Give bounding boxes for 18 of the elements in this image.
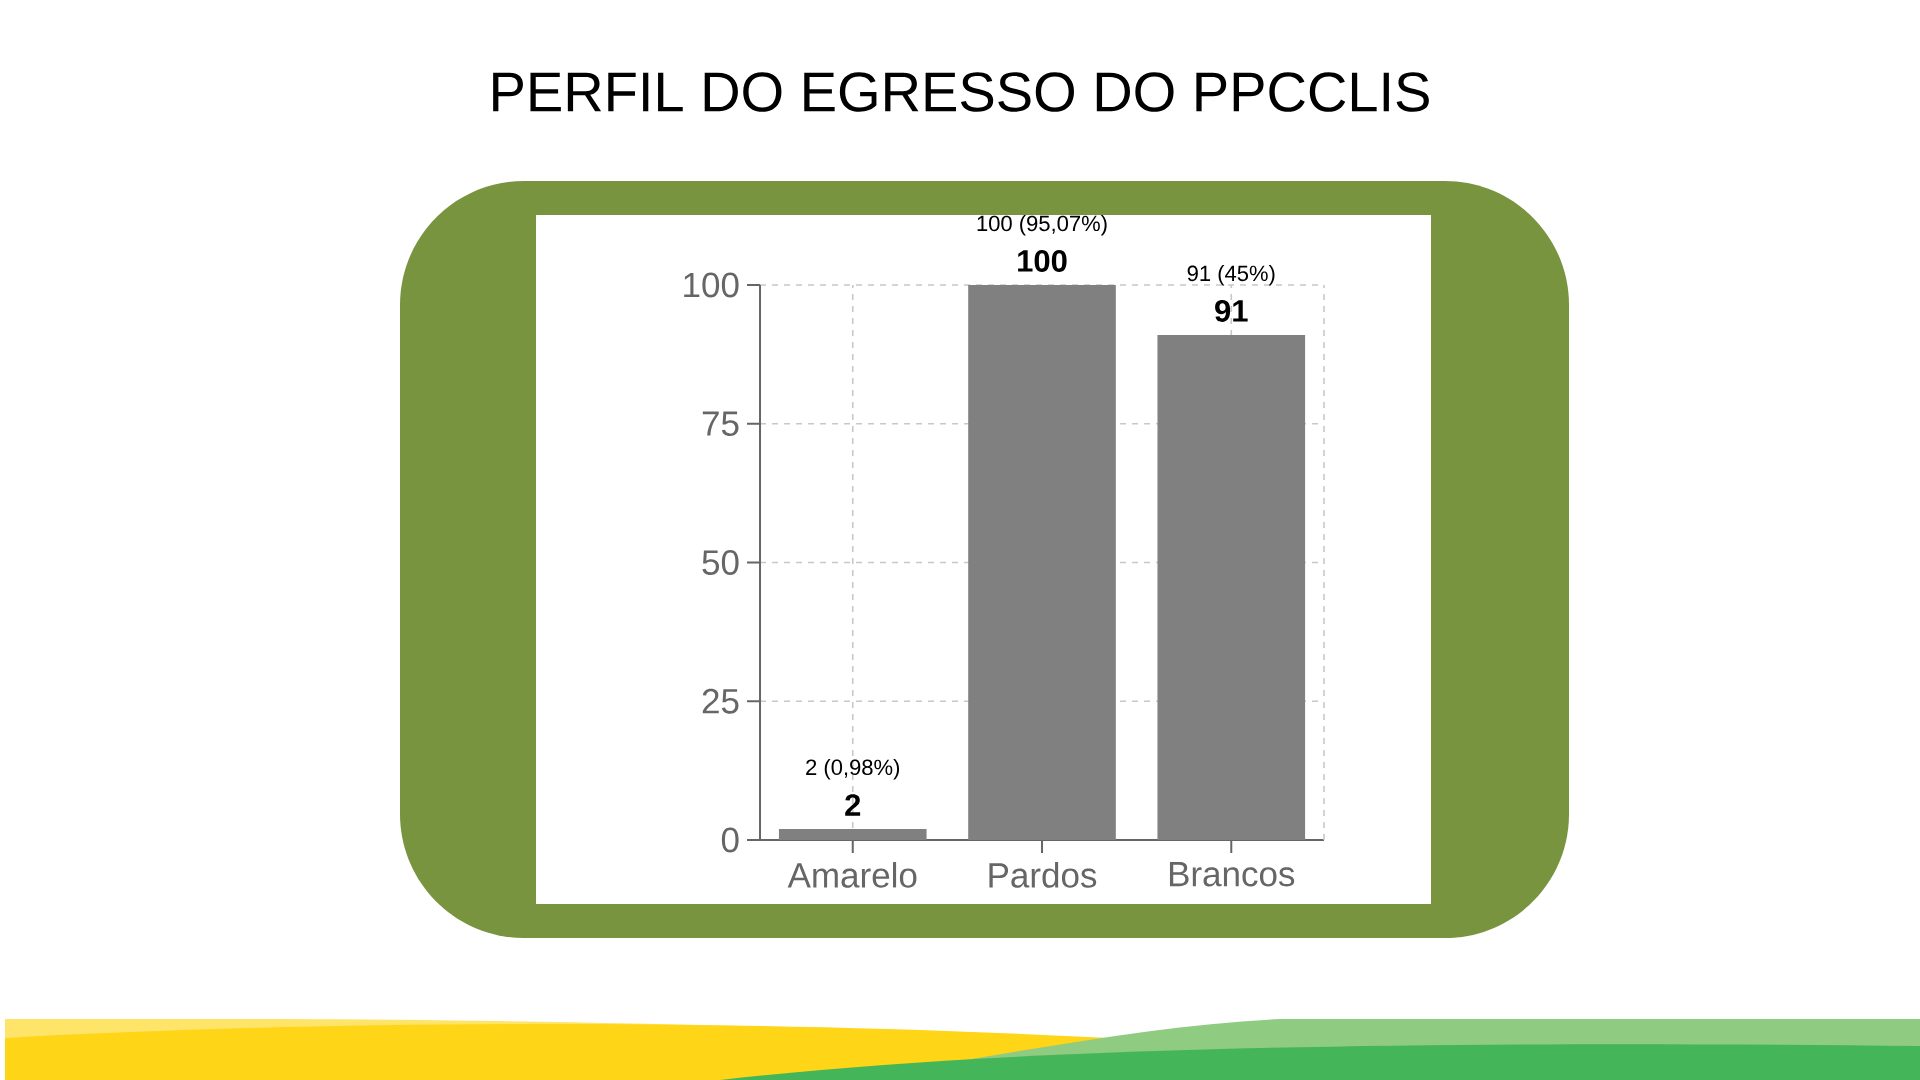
y-tick-label: 100: [684, 272, 739, 298]
data-label: 91: [1215, 299, 1248, 322]
x-tick-label: Pardos: [989, 862, 1097, 888]
y-tick-label: 50: [702, 550, 739, 575]
annotation: 2 (0,98%): [806, 758, 900, 780]
bar: [778, 828, 927, 840]
annotation: 91 (45%): [1187, 265, 1275, 286]
data-label: 100: [1018, 249, 1067, 272]
y-tick-label: 0: [721, 827, 739, 853]
y-tick-label: 25: [702, 688, 739, 714]
y-tick-label: 75: [702, 411, 739, 436]
x-tick-label: Brancos: [1169, 862, 1295, 887]
bar: [1157, 334, 1306, 840]
bar: [968, 284, 1116, 840]
annotation: 100 (95,07%): [977, 215, 1107, 236]
data-label: 2: [845, 794, 861, 816]
chart-title: PERFIL DO EGRESSO DO PPCCLIS: [493, 72, 1429, 112]
x-tick-label: Amarelo: [787, 862, 917, 888]
